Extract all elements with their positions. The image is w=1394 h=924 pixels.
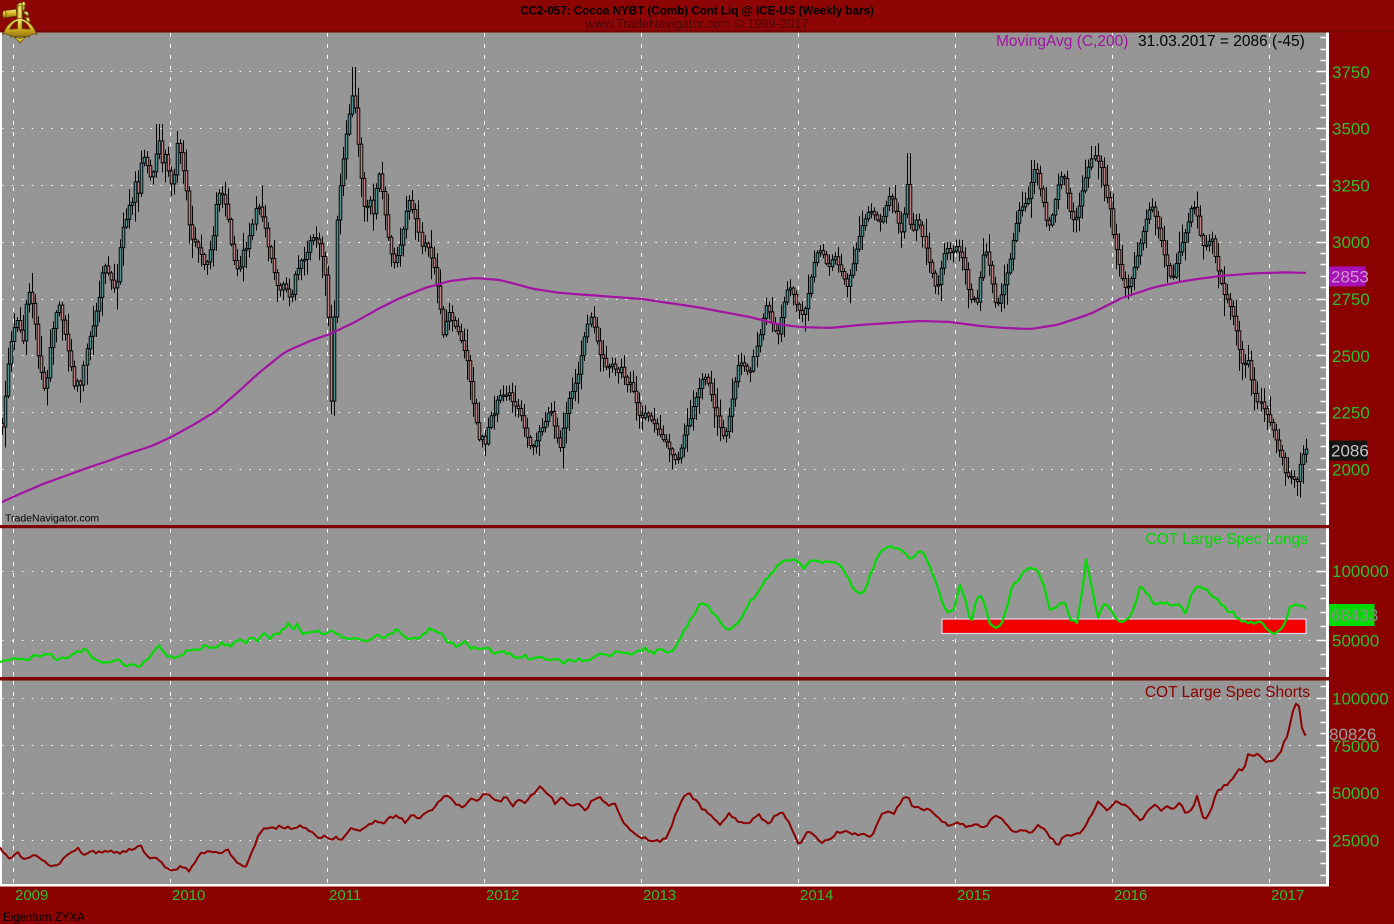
svg-text:CC2-057: Cocoa NYBT (Comb) Co: CC2-057: Cocoa NYBT (Comb) Cont Liq @ IC… (520, 4, 874, 18)
svg-text:31.03.2017 = 2086 (-45): 31.03.2017 = 2086 (-45) (1138, 33, 1305, 50)
svg-text:3750: 3750 (1332, 63, 1370, 82)
svg-text:3250: 3250 (1332, 176, 1370, 195)
svg-text:80826: 80826 (1329, 725, 1376, 744)
svg-text:2012: 2012 (486, 887, 519, 904)
svg-text:COT Large Spec Longs: COT Large Spec Longs (1145, 531, 1308, 548)
svg-text:50000: 50000 (1332, 632, 1379, 651)
svg-text:2853: 2853 (1331, 268, 1369, 287)
svg-text:2010: 2010 (172, 887, 205, 904)
svg-text:50000: 50000 (1332, 784, 1379, 803)
svg-text:2086: 2086 (1331, 442, 1369, 461)
svg-text:75000: 75000 (1332, 737, 1379, 756)
svg-text:2011: 2011 (329, 887, 361, 904)
svg-text:2750: 2750 (1332, 290, 1370, 309)
svg-text:2500: 2500 (1332, 347, 1370, 366)
svg-text:100000: 100000 (1332, 562, 1389, 581)
svg-text:COT Large Spec Shorts: COT Large Spec Shorts (1145, 684, 1310, 701)
svg-text:2250: 2250 (1332, 404, 1370, 423)
svg-text:Eigentum ZYXA: Eigentum ZYXA (3, 912, 85, 924)
svg-text:2017: 2017 (1271, 887, 1304, 904)
svg-text:2013: 2013 (643, 887, 676, 904)
svg-text:www.TradeNavigator.com © 1999-: www.TradeNavigator.com © 1999-2017 (584, 16, 808, 31)
svg-text:2000: 2000 (1332, 460, 1370, 479)
svg-text:2016: 2016 (1114, 887, 1147, 904)
svg-text:2009: 2009 (15, 887, 48, 904)
svg-text:68433: 68433 (1331, 606, 1378, 625)
svg-text:3000: 3000 (1332, 233, 1370, 252)
svg-text:25000: 25000 (1332, 832, 1379, 851)
svg-text:3500: 3500 (1332, 120, 1370, 139)
svg-text:2014: 2014 (800, 887, 833, 904)
svg-text:TradeNavigator.com: TradeNavigator.com (5, 513, 99, 525)
svg-text:100000: 100000 (1332, 690, 1389, 709)
svg-text:MovingAvg (C,200): MovingAvg (C,200) (996, 33, 1128, 50)
svg-text:2015: 2015 (957, 887, 990, 904)
